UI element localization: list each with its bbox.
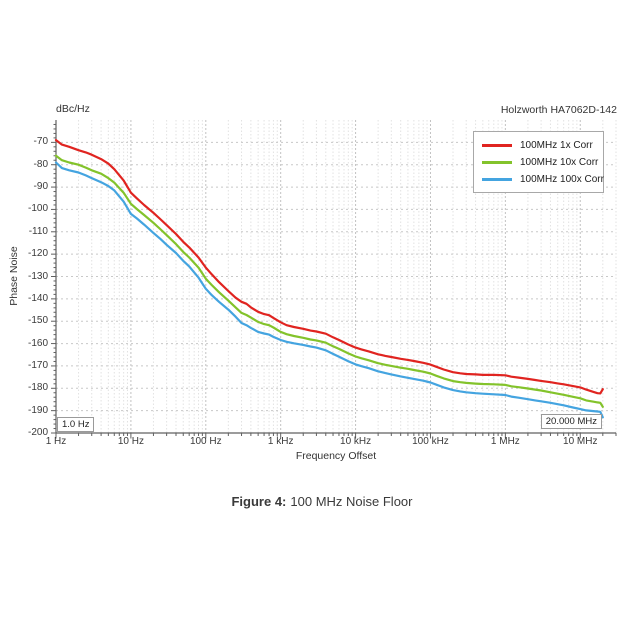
legend-swatch	[482, 161, 512, 164]
y-tick-label: -140	[27, 292, 48, 304]
legend-entry: 100MHz 10x Corr	[474, 154, 603, 171]
legend-swatch	[482, 178, 512, 181]
legend-entry: 100MHz 100x Corr	[474, 171, 604, 188]
legend-label: 100MHz 1x Corr	[520, 140, 593, 151]
legend-swatch	[482, 144, 512, 147]
x-tick-label: 100 kHz	[412, 436, 449, 447]
y-tick-label: -150	[27, 315, 48, 327]
x-tick-label: 10 Hz	[117, 436, 144, 447]
series-line-100mhz-10x-corr	[54, 154, 604, 408]
y-tick-label: -100	[27, 203, 48, 215]
x-tick-label: 1 kHz	[267, 436, 294, 447]
figure-caption-prefix: Figure 4:	[231, 494, 287, 509]
y-tick-label: -190	[27, 404, 48, 416]
x-axis-title: Frequency Offset	[295, 450, 377, 462]
series-line-100mhz-1x-corr	[54, 139, 604, 395]
y-tick-label: -90	[33, 181, 48, 193]
start-frequency-marker: 1.0 Hz	[57, 417, 95, 432]
x-tick-label: 10 kHz	[340, 436, 372, 447]
x-tick-label: 10 MHz	[563, 436, 598, 447]
legend-entry: 100MHz 1x Corr	[474, 137, 603, 154]
stop-frequency-marker: 20.000 MHz	[540, 414, 602, 429]
y-tick-label: -110	[28, 225, 48, 237]
y-tick-label: -70	[33, 136, 48, 148]
y-tick-label: -130	[27, 270, 48, 282]
figure-caption-text: 100 MHz Noise Floor	[290, 494, 413, 509]
legend: 100MHz 1x Corr 100MHz 10x Corr 100MHz 100x…	[473, 131, 604, 193]
figure-caption: Figure 4: 100 MHz Noise Floor	[12, 494, 620, 509]
y-tick-label: -170	[27, 359, 48, 371]
phase-noise-chart: dBc/Hz Holzworth HA7062D-142 Phase Noise…	[8, 103, 617, 462]
y-tick-label: -200	[27, 427, 48, 438]
legend-label: 100MHz 10x Corr	[520, 157, 599, 168]
x-tick-label: 1 Hz	[45, 436, 67, 447]
instrument-title: Holzworth HA7062D-142	[500, 104, 617, 116]
x-tick-label: 1 MHz	[490, 436, 520, 447]
legend-label: 100MHz 100x Corr	[520, 174, 604, 185]
y-tick-label: -160	[27, 337, 48, 349]
y-tick-label: -120	[27, 248, 48, 260]
series-line-100mhz-100x-corr	[54, 161, 604, 419]
x-tick-label: 100 Hz	[189, 436, 222, 447]
plot-svg	[51, 120, 617, 439]
y-tick-label: -80	[33, 158, 48, 170]
y-tick-label: -180	[27, 382, 48, 394]
y-units-label: dBc/Hz	[56, 103, 90, 115]
